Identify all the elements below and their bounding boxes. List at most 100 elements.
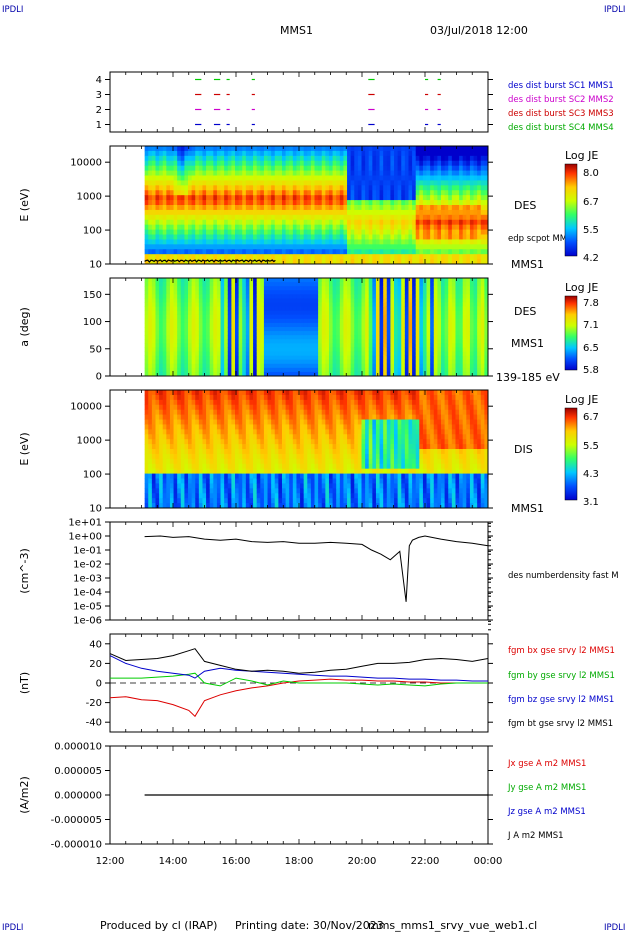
des-energy-cell [285,150,290,157]
des-pitch-cell [462,343,467,348]
des-energy-cell [386,244,391,250]
des-pitch-cell [397,347,402,352]
des-energy-cell [422,155,427,162]
des-energy-cell [394,259,399,265]
dis-energy-cell [159,444,164,450]
des-energy-cell [365,214,370,221]
des-pitch-cell [462,347,467,352]
des-pitch-cell [404,335,409,340]
des-energy-cell [401,205,406,211]
des-pitch-cell [357,371,362,377]
des-energy-cell [274,224,279,230]
des-pitch-cell [441,310,446,316]
des-pitch-cell [184,318,189,324]
des-pitch-cell [332,339,337,344]
des-pitch-cell [347,331,352,336]
des-pitch-cell [231,347,236,352]
des-pitch-cell [235,294,240,299]
dis-energy-cell [151,409,156,415]
dis-energy-cell [188,424,193,430]
des-pitch-cell [422,290,427,295]
des-energy-cell [332,209,337,216]
dis-energy-cell [159,394,164,401]
des-pitch-cell [437,367,442,373]
des-pitch-cell [144,302,149,307]
des-pitch-cell [394,327,399,332]
des-pitch-cell [357,359,362,365]
des-pitch-cell [289,286,294,291]
des-pitch-cell [253,343,258,348]
des-energy-cell [155,229,160,235]
des-energy-cell [368,219,373,226]
des-pitch-cell [430,347,435,352]
des-pitch-cell [397,290,402,295]
des-pitch-cell [151,359,156,365]
des-energy-cell [390,234,395,240]
des-pitch-cell [390,363,395,369]
des-pitch-cell [375,314,380,320]
des-energy-cell [260,244,265,250]
des-energy-cell [209,155,214,162]
des-pitch-cell [235,290,240,295]
des-energy-cell [292,200,297,206]
des-energy-cell [281,249,286,255]
des-energy-cell [292,150,297,157]
des-energy-cell [177,249,182,255]
des-pitch-cell [383,298,388,303]
des-energy-cell [220,170,225,176]
des-energy-cell [404,170,409,176]
des-energy-cell [328,170,333,176]
des-energy-cell [253,229,258,235]
des-energy-cell [278,234,283,240]
des-energy-cell [459,234,464,240]
des-pitch-cell [260,290,265,295]
des-energy-cell [206,209,211,216]
des-pitch-cell [224,310,229,316]
des-energy-cell [462,224,467,230]
des-pitch-cell [245,306,250,312]
des-pitch-cell [426,355,431,361]
des-energy-cell [404,155,409,162]
des-pitch-cell [278,359,283,365]
des-pitch-cell [202,298,207,303]
des-energy-cell [404,224,409,230]
des-pitch-cell [213,359,218,365]
des-energy-cell [343,244,348,250]
des-pitch-cell [448,371,453,377]
des-energy-cell [224,195,229,201]
des-pitch-cell [444,290,449,295]
des-pitch-cell [292,363,297,369]
des-energy-cell [448,170,453,176]
des-pitch-cell [155,359,160,365]
des-pitch-cell [375,306,380,312]
des-pitch-cell [422,322,427,328]
des-pitch-cell [274,371,279,377]
des-energy-cell [209,254,214,260]
des-energy-cell [155,160,160,167]
des-pitch-cell [473,363,478,369]
des-pitch-cell [307,359,312,365]
des-energy-cell [231,229,236,235]
des-pitch-cell [361,363,366,369]
des-energy-cell [390,165,395,171]
des-energy-cell [285,170,290,176]
des-energy-cell [469,249,474,255]
dis-energy-cell [184,449,189,455]
des-energy-cell [321,160,326,167]
des-energy-cell [253,200,258,206]
des-energy-cell [415,195,420,201]
des-pitch-cell [336,322,341,328]
des-energy-cell [361,160,366,167]
des-pitch-cell [404,298,409,303]
des-energy-cell [184,214,189,221]
dis-energy-cell [148,399,153,406]
des-pitch-cell [162,314,167,320]
des-pitch-cell [180,359,185,365]
des-energy-cell [300,239,305,245]
des-pitch-cell [169,343,174,348]
des-energy-cell [166,254,171,260]
des-pitch-cell [368,327,373,332]
des-pitch-cell [332,278,337,283]
des-energy-cell [336,229,341,235]
des-energy-cell [368,239,373,245]
